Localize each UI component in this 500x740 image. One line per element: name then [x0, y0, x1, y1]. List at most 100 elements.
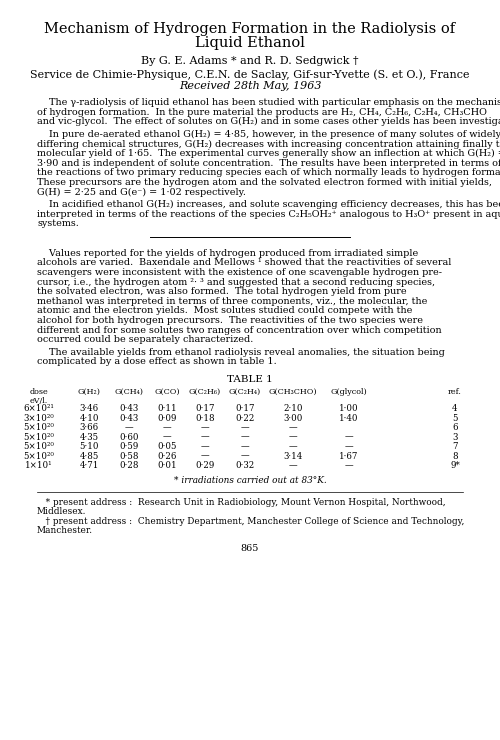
- Text: differing chemical structures, G(H₂) decreases with increasing concentration att: differing chemical structures, G(H₂) dec…: [37, 139, 500, 149]
- Text: —: —: [200, 432, 209, 442]
- Text: Received 28th May, 1963: Received 28th May, 1963: [179, 81, 321, 91]
- Text: The γ-radiolysis of liquid ethanol has been studied with particular emphasis on : The γ-radiolysis of liquid ethanol has b…: [37, 98, 500, 107]
- Text: methanol was interpreted in terms of three components, viz., the molecular, the: methanol was interpreted in terms of thr…: [37, 297, 428, 306]
- Text: 3·14: 3·14: [284, 451, 302, 460]
- Text: 0·28: 0·28: [120, 461, 139, 470]
- Text: 7: 7: [452, 442, 458, 451]
- Text: 1·40: 1·40: [339, 414, 359, 423]
- Text: 3: 3: [452, 432, 458, 442]
- Text: 0·17: 0·17: [195, 404, 215, 413]
- Text: —: —: [288, 432, 298, 442]
- Text: † present address :  Chemistry Department, Manchester College of Science and Tec: † present address : Chemistry Department…: [37, 517, 465, 526]
- Text: 0·01: 0·01: [157, 461, 177, 470]
- Text: 2·10: 2·10: [283, 404, 303, 413]
- Text: —: —: [240, 432, 250, 442]
- Text: 0·18: 0·18: [195, 414, 215, 423]
- Text: G(C₂H₆): G(C₂H₆): [189, 388, 221, 396]
- Text: In pure de-aerated ethanol G(H₂) = 4·85, however, in the presence of many solute: In pure de-aerated ethanol G(H₂) = 4·85,…: [37, 130, 500, 139]
- Text: Manchester.: Manchester.: [37, 526, 93, 535]
- Text: molecular yield of 1·65.  The experimental curves generally show an inflection a: molecular yield of 1·65. The experimenta…: [37, 149, 500, 158]
- Text: These precursors are the hydrogen atom and the solvated electron formed with ini: These precursors are the hydrogen atom a…: [37, 178, 492, 186]
- Text: 1·67: 1·67: [340, 451, 358, 460]
- Text: 3×10²⁰: 3×10²⁰: [24, 414, 54, 423]
- Text: 0·05: 0·05: [157, 442, 177, 451]
- Text: —: —: [344, 461, 354, 470]
- Text: 0·11: 0·11: [157, 404, 177, 413]
- Text: —: —: [288, 461, 298, 470]
- Text: and vic-glycol.  The effect of solutes on G(H₂) and in some cases other yields h: and vic-glycol. The effect of solutes on…: [37, 117, 500, 127]
- Text: 3·66: 3·66: [80, 423, 98, 432]
- Text: 3·46: 3·46: [80, 404, 98, 413]
- Text: ref.: ref.: [448, 388, 462, 396]
- Text: 0·43: 0·43: [120, 414, 139, 423]
- Text: 5×10²⁰: 5×10²⁰: [24, 432, 54, 442]
- Text: The available yields from ethanol radiolysis reveal anomalies, the situation bei: The available yields from ethanol radiol…: [37, 348, 445, 357]
- Text: G(glycol): G(glycol): [330, 388, 368, 396]
- Text: —: —: [200, 423, 209, 432]
- Text: 6×10²¹: 6×10²¹: [24, 404, 54, 413]
- Text: G(CO): G(CO): [154, 388, 180, 396]
- Text: G(H) = 2·25 and G(e⁻) = 1·02 respectively.: G(H) = 2·25 and G(e⁻) = 1·02 respectivel…: [37, 187, 246, 197]
- Text: TABLE 1: TABLE 1: [227, 375, 273, 384]
- Text: 0·26: 0·26: [158, 451, 176, 460]
- Text: systems.: systems.: [37, 219, 79, 228]
- Text: Mechanism of Hydrogen Formation in the Radiolysis of: Mechanism of Hydrogen Formation in the R…: [44, 22, 456, 36]
- Text: 4·71: 4·71: [80, 461, 98, 470]
- Text: 1·00: 1·00: [339, 404, 359, 413]
- Text: G(H₂): G(H₂): [78, 388, 100, 396]
- Text: 4: 4: [452, 404, 458, 413]
- Text: 0·29: 0·29: [196, 461, 214, 470]
- Text: G(C₂H₄): G(C₂H₄): [229, 388, 261, 396]
- Text: 4·10: 4·10: [79, 414, 99, 423]
- Text: —: —: [240, 423, 250, 432]
- Text: occurred could be separately characterized.: occurred could be separately characteriz…: [37, 335, 254, 344]
- Text: 0·09: 0·09: [157, 414, 177, 423]
- Text: interpreted in terms of the reactions of the species C₂H₅OH₂⁺ analogous to H₃O⁺ : interpreted in terms of the reactions of…: [37, 209, 500, 218]
- Text: 5: 5: [452, 414, 458, 423]
- Text: —: —: [124, 423, 134, 432]
- Text: 5·10: 5·10: [79, 442, 99, 451]
- Text: the reactions of two primary reducing species each of which normally leads to hy: the reactions of two primary reducing sp…: [37, 168, 500, 177]
- Text: * irradiations carried out at 83°K.: * irradiations carried out at 83°K.: [174, 476, 326, 485]
- Text: 8: 8: [452, 451, 458, 460]
- Text: cursor, i.e., the hydrogen atom ²· ³ and suggested that a second reducing specie: cursor, i.e., the hydrogen atom ²· ³ and…: [37, 278, 435, 286]
- Text: 0·58: 0·58: [120, 451, 139, 460]
- Text: alcohol for both hydrogen precursors.  The reactivities of the two species were: alcohol for both hydrogen precursors. Th…: [37, 316, 423, 325]
- Text: —: —: [162, 432, 172, 442]
- Text: —: —: [288, 423, 298, 432]
- Text: Liquid Ethanol: Liquid Ethanol: [195, 36, 305, 50]
- Text: 6: 6: [452, 423, 458, 432]
- Text: Values reported for the yields of hydrogen produced from irradiated simple: Values reported for the yields of hydrog…: [37, 249, 418, 258]
- Text: 865: 865: [241, 544, 259, 553]
- Text: scavengers were inconsistent with the existence of one scavengable hydrogen pre-: scavengers were inconsistent with the ex…: [37, 268, 442, 277]
- Text: 4·35: 4·35: [80, 432, 98, 442]
- Text: In acidified ethanol G(H₂) increases, and solute scavenging efficiency decreases: In acidified ethanol G(H₂) increases, an…: [37, 200, 500, 209]
- Text: —: —: [344, 432, 354, 442]
- Text: 9*: 9*: [450, 461, 460, 470]
- Text: Service de Chimie-Physique, C.E.N. de Saclay, Gif-sur-Yvette (S. et O.), France: Service de Chimie-Physique, C.E.N. de Sa…: [30, 69, 470, 80]
- Text: 3·00: 3·00: [284, 414, 302, 423]
- Text: 4·85: 4·85: [80, 451, 98, 460]
- Text: the solvated electron, was also formed.  The total hydrogen yield from pure: the solvated electron, was also formed. …: [37, 287, 406, 296]
- Text: 0·17: 0·17: [236, 404, 255, 413]
- Text: 0·43: 0·43: [120, 404, 139, 413]
- Text: complicated by a dose effect as shown in table 1.: complicated by a dose effect as shown in…: [37, 357, 276, 366]
- Text: —: —: [162, 423, 172, 432]
- Text: 3·90 and is independent of solute concentration.  The results have been interpre: 3·90 and is independent of solute concen…: [37, 158, 500, 167]
- Text: 0·59: 0·59: [120, 442, 139, 451]
- Text: —: —: [288, 442, 298, 451]
- Text: —: —: [240, 442, 250, 451]
- Text: —: —: [200, 442, 209, 451]
- Text: —: —: [200, 451, 209, 460]
- Text: 1×10¹: 1×10¹: [25, 461, 53, 470]
- Text: 5×10²⁰: 5×10²⁰: [24, 442, 54, 451]
- Text: alcohols are varied.  Baxendale and Mellows ¹ showed that the reactivities of se: alcohols are varied. Baxendale and Mello…: [37, 258, 452, 267]
- Text: G(CH₃CHO): G(CH₃CHO): [268, 388, 318, 396]
- Text: different and for some solutes two ranges of concentration over which competitio: different and for some solutes two range…: [37, 326, 442, 334]
- Text: of hydrogen formation.  In the pure material the products are H₂, CH₄, C₂H₆, C₂H: of hydrogen formation. In the pure mater…: [37, 107, 487, 117]
- Text: * present address :  Research Unit in Radiobiology, Mount Vernon Hospital, North: * present address : Research Unit in Rad…: [37, 497, 446, 506]
- Text: —: —: [344, 442, 354, 451]
- Text: 5×10²⁰: 5×10²⁰: [24, 423, 54, 432]
- Text: Middlesex.: Middlesex.: [37, 507, 86, 516]
- Text: —: —: [240, 451, 250, 460]
